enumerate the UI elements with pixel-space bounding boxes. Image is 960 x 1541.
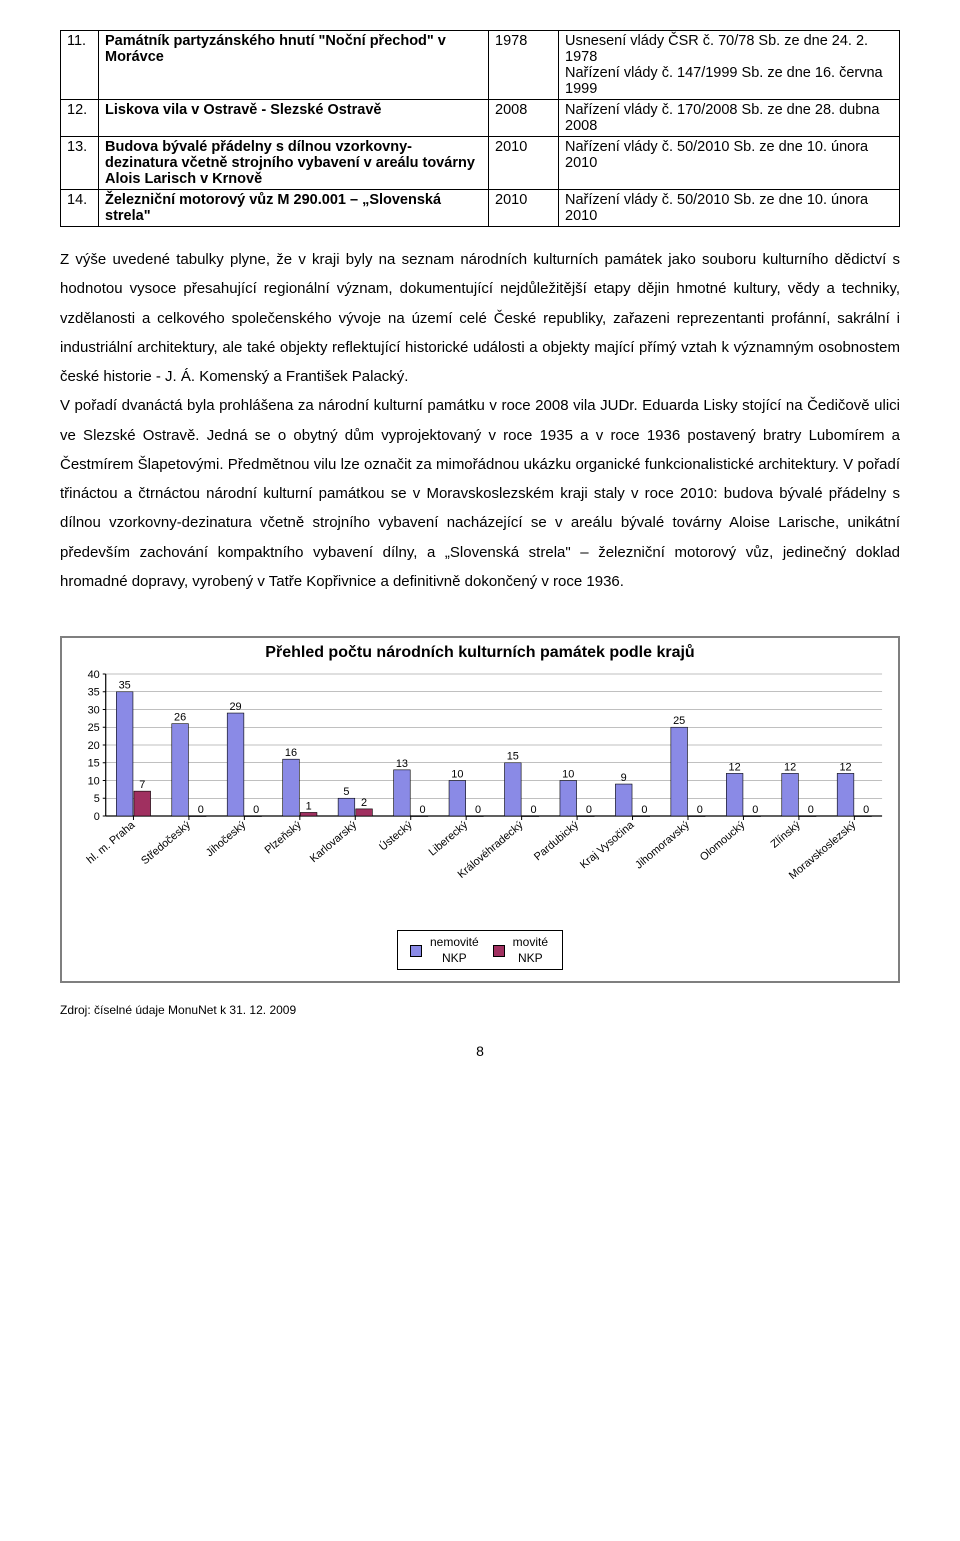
legend-label: movité bbox=[512, 934, 556, 950]
cell-year: 1978 bbox=[489, 31, 559, 100]
cell-year: 2010 bbox=[489, 190, 559, 227]
cell-decree: Nařízení vlády č. 50/2010 Sb. ze dne 10.… bbox=[559, 137, 900, 190]
svg-text:Kraj Vysočina: Kraj Vysočina bbox=[578, 818, 637, 871]
svg-text:40: 40 bbox=[88, 669, 100, 681]
cell-num: 14. bbox=[61, 190, 99, 227]
cell-num: 13. bbox=[61, 137, 99, 190]
svg-text:Zlínský: Zlínský bbox=[769, 819, 804, 851]
legend-label: NKP bbox=[429, 950, 487, 966]
svg-text:hl. m. Praha: hl. m. Praha bbox=[85, 819, 138, 867]
svg-text:12: 12 bbox=[784, 761, 796, 773]
table-row: 14.Železniční motorový vůz M 290.001 – „… bbox=[61, 190, 900, 227]
svg-text:12: 12 bbox=[729, 761, 741, 773]
legend-wrap: nemovitémovitéNKPNKP bbox=[62, 926, 898, 981]
svg-text:0: 0 bbox=[198, 804, 204, 816]
chart-svg: 0510152025303540357hl. m. Praha260Středo… bbox=[68, 666, 892, 926]
svg-text:Ústecký: Ústecký bbox=[377, 818, 415, 853]
svg-text:5: 5 bbox=[343, 786, 349, 798]
svg-text:13: 13 bbox=[396, 758, 408, 770]
svg-text:26: 26 bbox=[174, 712, 186, 724]
chart-body: 0510152025303540357hl. m. Praha260Středo… bbox=[68, 666, 892, 926]
svg-text:0: 0 bbox=[863, 804, 869, 816]
cell-decree: Nařízení vlády č. 170/2008 Sb. ze dne 28… bbox=[559, 100, 900, 137]
chart-container: Přehled počtu národních kulturních památ… bbox=[60, 636, 900, 983]
svg-text:10: 10 bbox=[88, 775, 100, 787]
svg-text:15: 15 bbox=[88, 758, 100, 770]
cell-num: 12. bbox=[61, 100, 99, 137]
legend-box: nemovitémovitéNKPNKP bbox=[397, 930, 563, 970]
svg-text:Pardubický: Pardubický bbox=[532, 819, 581, 864]
legend-swatch bbox=[410, 945, 422, 957]
svg-text:15: 15 bbox=[507, 751, 519, 763]
svg-text:0: 0 bbox=[420, 804, 426, 816]
chart-title: Přehled počtu národních kulturních památ… bbox=[62, 638, 898, 666]
svg-text:35: 35 bbox=[88, 687, 100, 699]
svg-text:0: 0 bbox=[752, 804, 758, 816]
svg-text:5: 5 bbox=[94, 793, 100, 805]
svg-text:Jihomoravský: Jihomoravský bbox=[633, 819, 692, 872]
svg-text:25: 25 bbox=[88, 722, 100, 734]
svg-text:0: 0 bbox=[253, 804, 259, 816]
svg-text:0: 0 bbox=[475, 804, 481, 816]
svg-text:0: 0 bbox=[586, 804, 592, 816]
svg-text:12: 12 bbox=[839, 761, 851, 773]
cell-year: 2008 bbox=[489, 100, 559, 137]
cell-desc: Památník partyzánského hnutí "Noční přec… bbox=[99, 31, 489, 100]
svg-text:1: 1 bbox=[306, 800, 312, 812]
legend-label: nemovité bbox=[429, 934, 487, 950]
cell-decree: Nařízení vlády č. 50/2010 Sb. ze dne 10.… bbox=[559, 190, 900, 227]
monuments-table: 11.Památník partyzánského hnutí "Noční p… bbox=[60, 30, 900, 227]
svg-text:10: 10 bbox=[451, 768, 463, 780]
svg-text:0: 0 bbox=[697, 804, 703, 816]
svg-text:30: 30 bbox=[88, 704, 100, 716]
svg-text:29: 29 bbox=[229, 701, 241, 713]
svg-text:20: 20 bbox=[88, 740, 100, 752]
svg-text:0: 0 bbox=[94, 811, 100, 823]
cell-desc: Železniční motorový vůz M 290.001 – „Slo… bbox=[99, 190, 489, 227]
svg-text:7: 7 bbox=[139, 779, 145, 791]
cell-desc: Liskova vila v Ostravě - Slezské Ostravě bbox=[99, 100, 489, 137]
legend-swatch bbox=[493, 945, 505, 957]
cell-year: 2010 bbox=[489, 137, 559, 190]
table-row: 13.Budova bývalé přádelny s dílnou vzork… bbox=[61, 137, 900, 190]
svg-text:Jihočeský: Jihočeský bbox=[204, 819, 249, 860]
svg-text:Karlovarský: Karlovarský bbox=[308, 819, 360, 865]
paragraph-1: Z výše uvedené tabulky plyne, že v kraji… bbox=[60, 245, 900, 391]
source-text: Zdroj: číselné údaje MonuNet k 31. 12. 2… bbox=[60, 1003, 900, 1017]
legend-label: NKP bbox=[512, 950, 556, 966]
svg-text:Plzeňský: Plzeňský bbox=[263, 819, 305, 857]
svg-text:Středočeský: Středočeský bbox=[139, 819, 193, 867]
table-row: 12.Liskova vila v Ostravě - Slezské Ostr… bbox=[61, 100, 900, 137]
svg-text:Liberecký: Liberecký bbox=[427, 819, 471, 859]
svg-text:9: 9 bbox=[621, 772, 627, 784]
cell-desc: Budova bývalé přádelny s dílnou vzorkovn… bbox=[99, 137, 489, 190]
svg-text:10: 10 bbox=[562, 768, 574, 780]
cell-decree: Usnesení vlády ČSR č. 70/78 Sb. ze dne 2… bbox=[559, 31, 900, 100]
svg-text:35: 35 bbox=[119, 680, 131, 692]
svg-text:0: 0 bbox=[530, 804, 536, 816]
svg-text:16: 16 bbox=[285, 747, 297, 759]
table-row: 11.Památník partyzánského hnutí "Noční p… bbox=[61, 31, 900, 100]
svg-text:Olomoucký: Olomoucký bbox=[698, 819, 748, 864]
svg-text:0: 0 bbox=[641, 804, 647, 816]
paragraph-2: V pořadí dvanáctá byla prohlášena za nár… bbox=[60, 391, 900, 596]
cell-num: 11. bbox=[61, 31, 99, 100]
svg-text:0: 0 bbox=[808, 804, 814, 816]
svg-text:25: 25 bbox=[673, 715, 685, 727]
page-number: 8 bbox=[60, 1043, 900, 1059]
svg-text:2: 2 bbox=[361, 797, 367, 809]
